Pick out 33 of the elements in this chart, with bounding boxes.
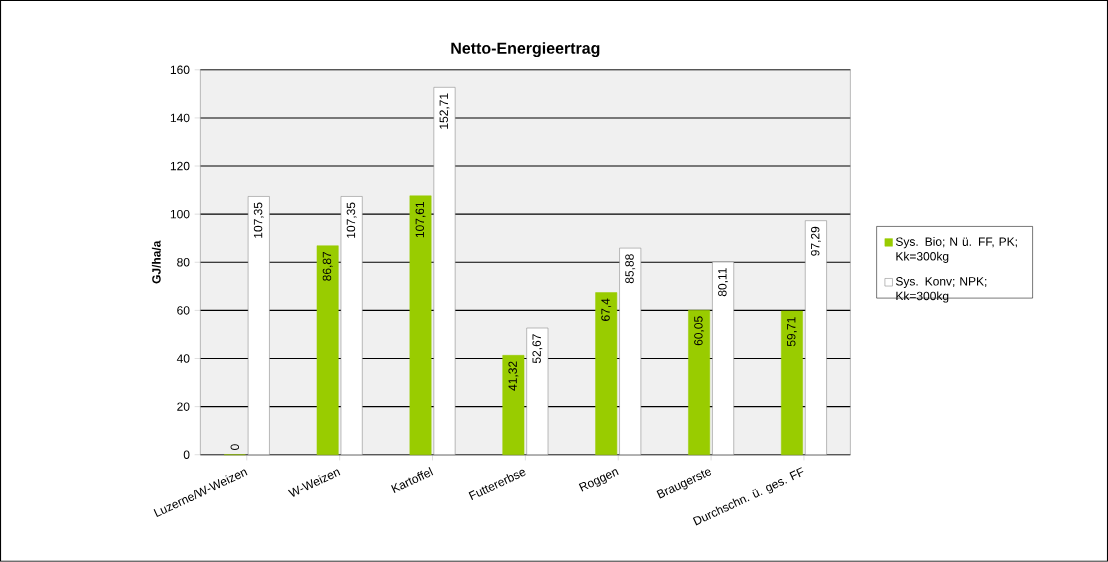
chart-title: Netto-Energieertrag <box>451 42 600 58</box>
y-tick-label: 160 <box>170 65 190 75</box>
data-label: 0 <box>230 444 240 451</box>
y-tick-label: 80 <box>177 258 190 267</box>
y-tick-label: 0 <box>183 450 190 460</box>
legend-label: Sys. Bio; N ü. FF, PK; Kk=300kg <box>895 237 1017 263</box>
data-label: 59,71 <box>787 317 797 347</box>
y-tick-label: 20 <box>177 402 190 411</box>
y-tick-label: 40 <box>176 354 190 363</box>
y-tick-label: 100 <box>170 209 190 219</box>
data-label: 107,35 <box>346 202 357 238</box>
data-label: 80,11 <box>718 268 729 297</box>
data-label: 67,4 <box>601 298 612 321</box>
bar <box>688 310 711 456</box>
y-tick-label: 140 <box>170 113 190 123</box>
data-label: 60,05 <box>694 316 705 346</box>
data-label: 52,67 <box>532 334 543 364</box>
data-label: 86,87 <box>322 252 333 281</box>
data-label: 152,71 <box>439 93 450 129</box>
bar <box>316 245 339 456</box>
bar <box>595 292 618 456</box>
bar <box>781 310 803 456</box>
y-tick-label: 120 <box>170 161 190 171</box>
bar <box>502 355 525 456</box>
data-label: 107,35 <box>253 202 264 238</box>
y-tick-label: 60 <box>177 306 190 315</box>
data-label: 107,61 <box>415 202 426 238</box>
data-label: 41,32 <box>508 361 519 391</box>
y-axis-title: GJ/ha/a <box>151 240 161 284</box>
data-label: 97,29 <box>810 226 821 256</box>
data-label: 85,88 <box>625 254 636 284</box>
legend-label: Sys. Konv; NPK; Kk=300kg <box>895 277 987 303</box>
bar <box>409 195 432 456</box>
